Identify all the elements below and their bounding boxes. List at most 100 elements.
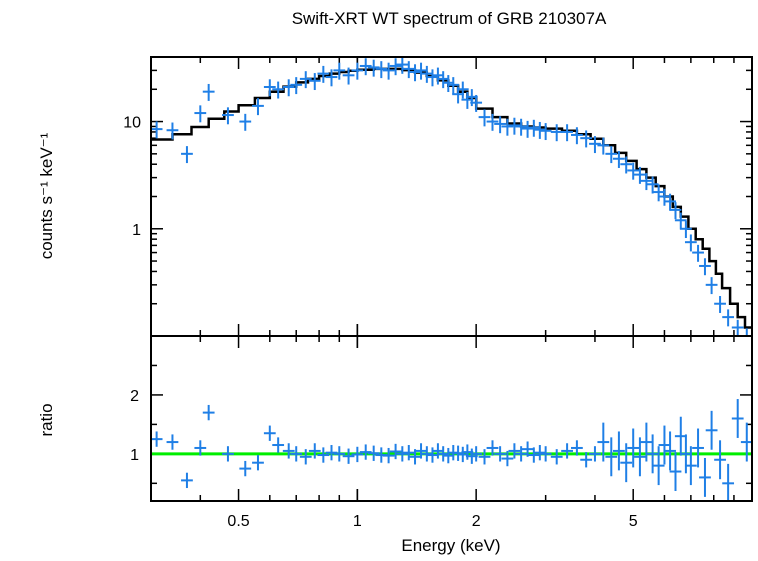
ratio-data-point	[652, 446, 665, 486]
spectrum-data-point	[325, 69, 338, 87]
spectrum-data-point	[684, 234, 697, 252]
ratio-data-point	[486, 440, 499, 456]
ratio-data-point	[501, 450, 514, 467]
ratio-data-point	[605, 437, 618, 477]
spectrum-data-point	[674, 212, 687, 230]
ratio-tick-marks	[150, 335, 753, 501]
ratio-data-point	[437, 446, 450, 462]
ratio-data-point	[627, 428, 640, 468]
spectrum-data-point	[290, 77, 303, 95]
spectrum-data-point	[539, 123, 552, 141]
ratio-data-point	[580, 452, 593, 468]
spectrum-panel: 1 10 counts s⁻¹ keV⁻¹	[37, 56, 753, 337]
data-layer	[151, 57, 752, 337]
ratio-data-point	[674, 416, 687, 456]
ratio-data-point	[664, 431, 676, 471]
ratio-data-point	[640, 422, 653, 462]
spectrum-data-point	[740, 328, 752, 337]
ratio-x-tick-label: 0.5	[227, 513, 249, 530]
ratio-data-point	[333, 446, 346, 462]
ratio-data-point	[325, 445, 338, 461]
ratio-data-point	[613, 431, 625, 471]
spectrum-data-point	[375, 61, 388, 79]
ratio-data-point	[342, 448, 355, 464]
spectrum-data-point	[470, 94, 483, 112]
spectrum-data-point	[151, 121, 163, 139]
ratio-data-point	[290, 446, 303, 462]
spectrum-data-point	[382, 62, 395, 80]
ratio-data-point	[389, 443, 402, 460]
ratio-data-point	[533, 445, 546, 461]
spectrum-data-point	[664, 193, 676, 211]
ratio-data-point	[669, 452, 682, 491]
spectrum-data-point	[282, 79, 295, 97]
spectrum-data-point	[521, 120, 534, 138]
spectrum-data-point	[447, 77, 460, 95]
ratio-data-point	[589, 446, 601, 462]
ratio-data-point	[539, 446, 552, 462]
ratio-data-point	[272, 437, 285, 453]
ratio-data-point	[202, 404, 215, 421]
ratio-data-point	[658, 425, 671, 465]
spectrum-data-point	[478, 109, 491, 127]
spectrum-data-point	[597, 137, 610, 155]
spectrum-data-point	[589, 136, 601, 154]
ratio-x-tick-label: 1	[353, 513, 362, 530]
ratio-y-tick-label: 1	[130, 447, 139, 464]
ratio-data-point	[692, 428, 704, 468]
spectrum-data-point	[359, 58, 372, 76]
spectrum-data-point	[658, 188, 671, 206]
model-layer	[151, 67, 752, 329]
chart-title: Swift-XRT WT spectrum of GRB 210307A	[292, 9, 607, 28]
ratio-data-point	[478, 449, 491, 465]
spectrum-data-point	[456, 81, 469, 99]
ratio-data-point	[299, 449, 312, 465]
spectrum-data-point	[426, 69, 439, 87]
ratio-data-point	[263, 425, 276, 441]
spectrum-y-tick-labels: 1 10	[123, 115, 141, 239]
spectrum-data-point	[640, 173, 653, 191]
spectrum-data-point	[550, 124, 563, 142]
ratio-data-point	[222, 446, 234, 462]
spectrum-data-point	[714, 296, 726, 313]
ratio-data-point	[508, 443, 521, 459]
spectrum-data-point	[402, 61, 415, 79]
spectrum-data-point	[699, 258, 711, 276]
spectrum-data-point	[263, 79, 276, 97]
spectrum-data-point	[222, 107, 234, 125]
ratio-x-tick-label: 2	[472, 513, 481, 530]
spectrum-data-point	[351, 62, 364, 80]
ratio-data-point	[680, 434, 692, 474]
spectrum-data-point	[486, 113, 499, 131]
ratio-data-point	[426, 447, 439, 463]
x-axis-label: Energy (keV)	[401, 536, 500, 555]
spectrum-data-point	[652, 184, 665, 202]
spectrum-data-point	[396, 57, 409, 74]
ratio-data-point	[432, 443, 444, 459]
ratio-data-point	[382, 447, 395, 464]
ratio-data-point	[620, 443, 633, 483]
ratio-data-point	[317, 447, 330, 463]
ratio-data-point	[239, 460, 252, 477]
spectrum-y-tick-label: 1	[132, 222, 141, 239]
ratio-data-layer	[151, 399, 752, 501]
ratio-data-point	[194, 440, 207, 456]
spectrum-data-point	[680, 221, 692, 239]
spectrum-data-point	[646, 176, 659, 194]
spectrum-data-point	[669, 202, 682, 220]
ratio-data-point	[731, 399, 744, 438]
spectrum-data-point	[561, 124, 573, 142]
ratio-data-point	[515, 446, 528, 462]
ratio-data-point	[409, 449, 421, 465]
ratio-x-tick-labels: 0.5 1 2 5	[227, 513, 637, 530]
spectrum-data-point	[432, 67, 444, 85]
ratio-data-point	[351, 446, 364, 463]
spectrum-data-point	[317, 65, 330, 83]
ratio-data-point	[521, 441, 534, 457]
spectrum-data-point	[731, 319, 744, 336]
spectrum-data-point	[299, 71, 312, 89]
ratio-data-point	[597, 422, 610, 462]
spectrum-data-point	[181, 146, 193, 164]
